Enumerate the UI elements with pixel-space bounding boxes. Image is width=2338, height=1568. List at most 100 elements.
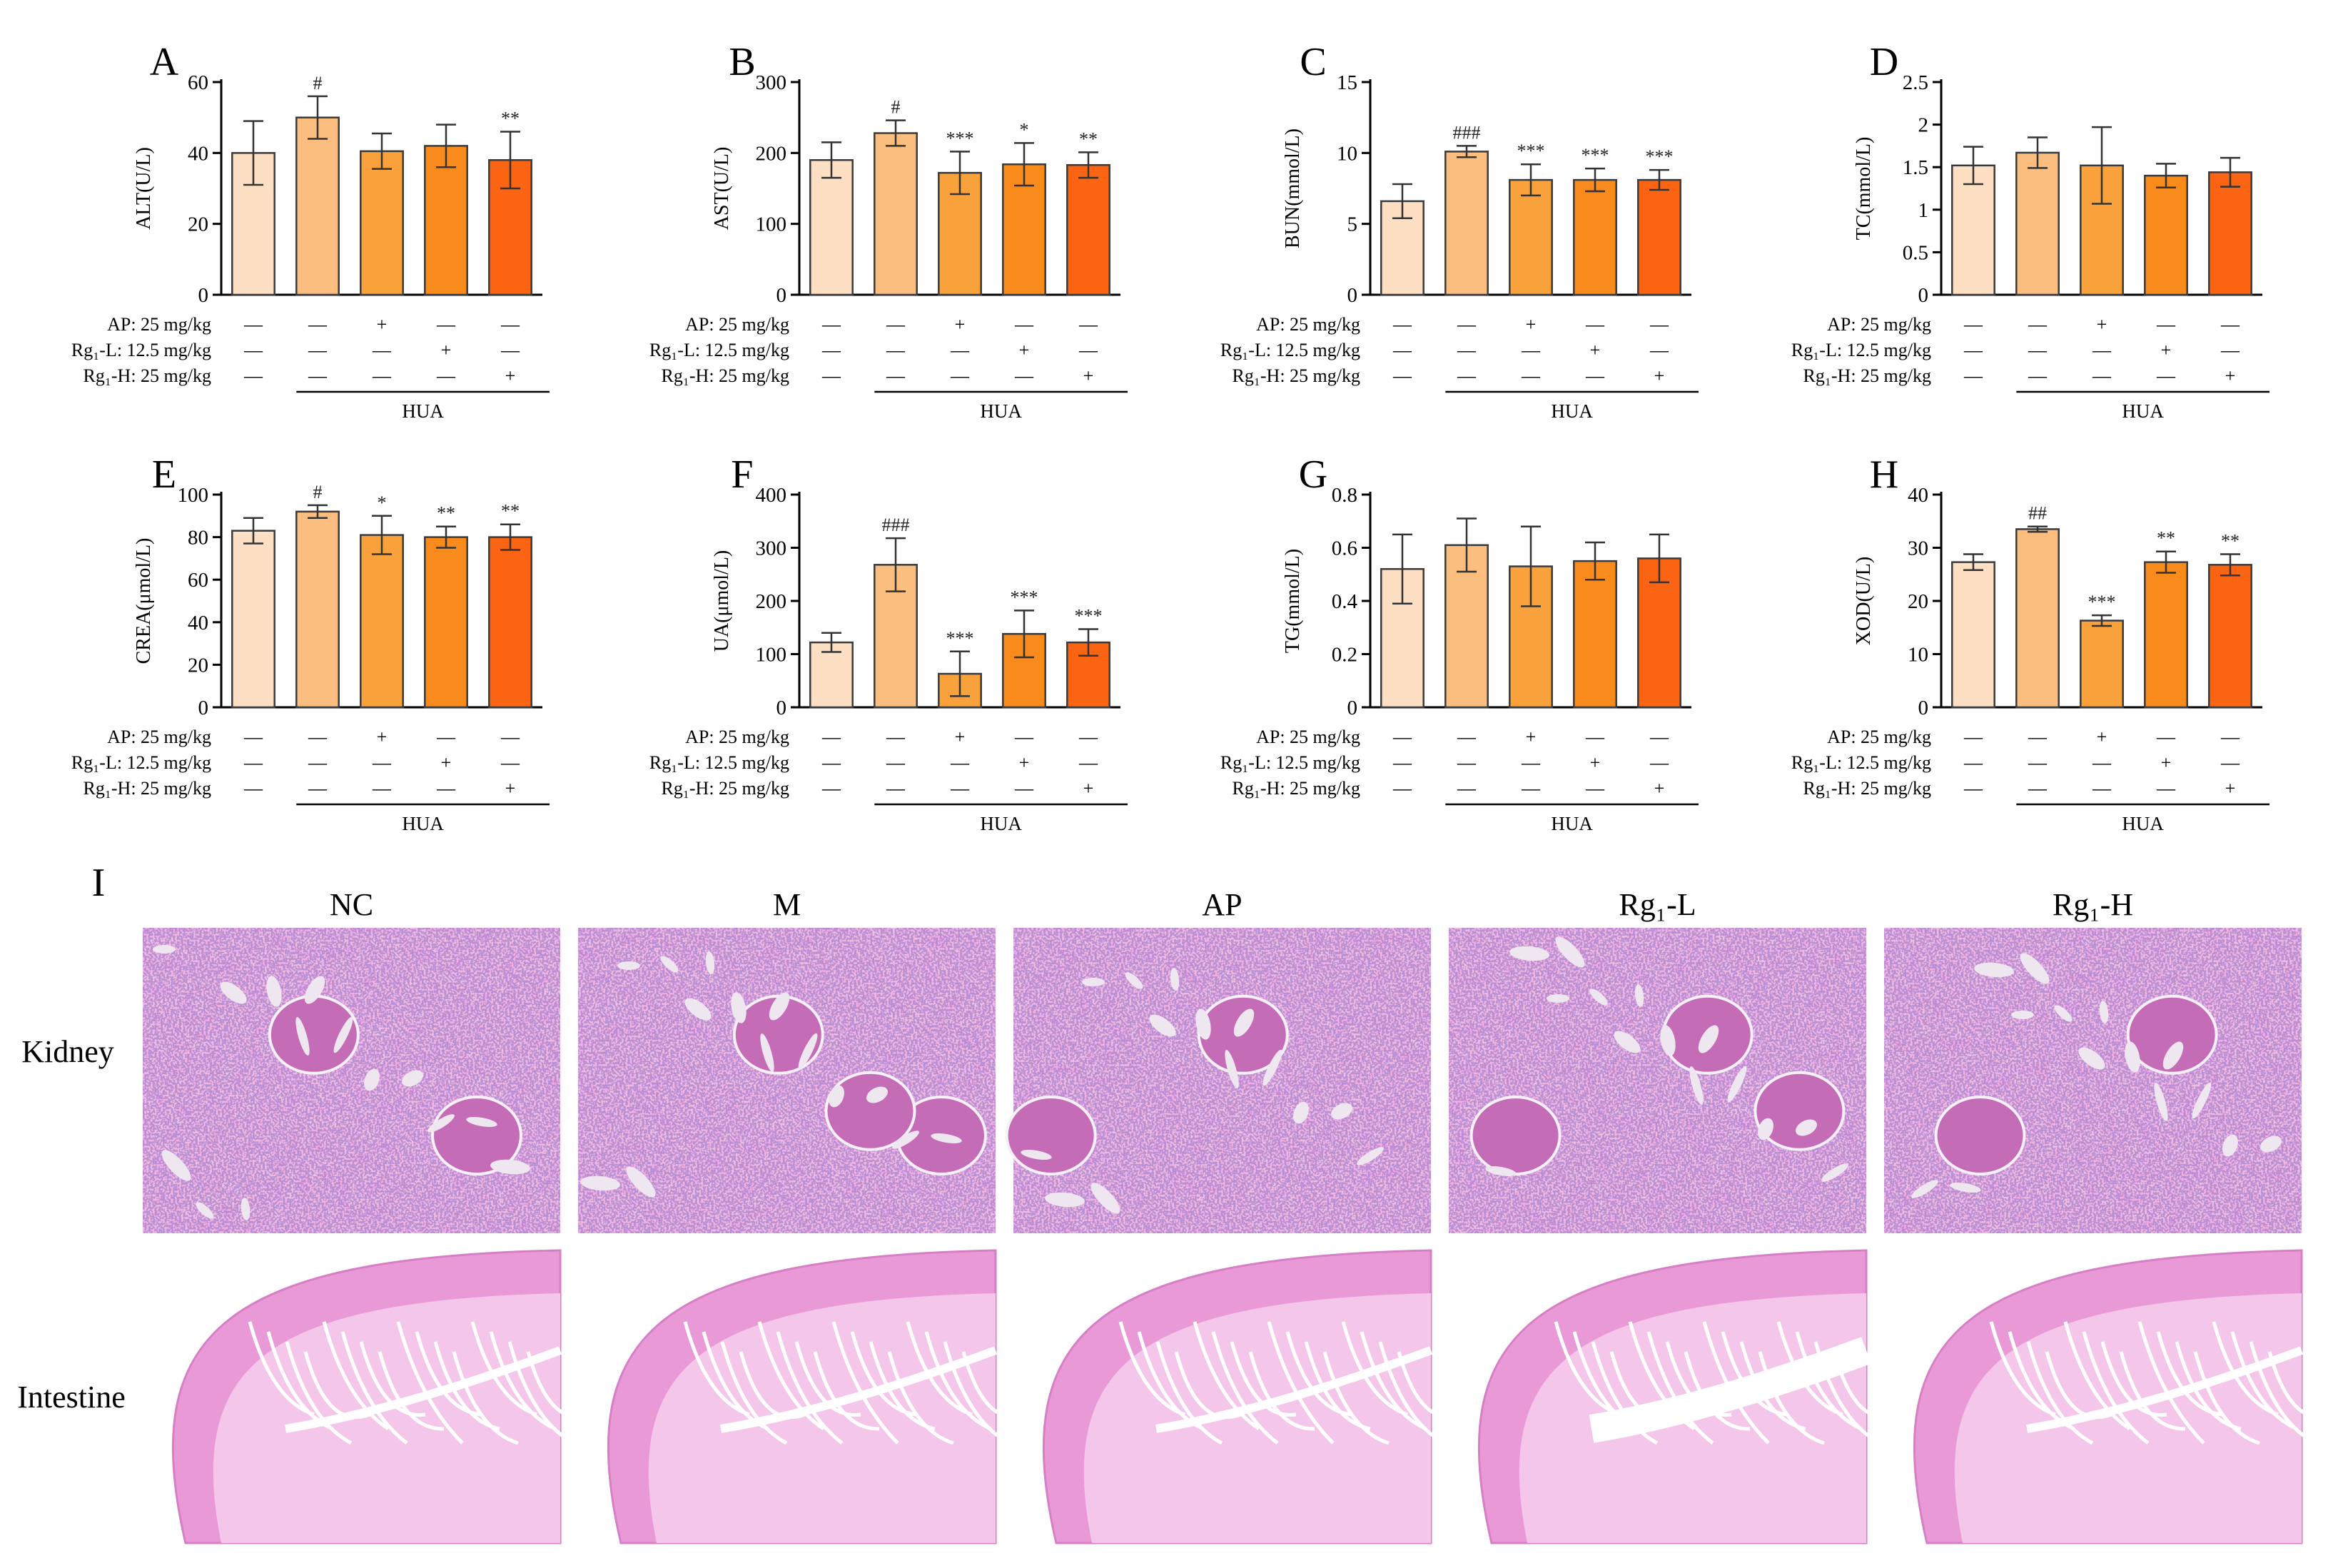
tubule-lumen xyxy=(1331,1103,1352,1120)
significance-mark: *** xyxy=(1011,587,1038,607)
tubule-lumen xyxy=(333,1016,353,1053)
treatment-sign: + xyxy=(2161,340,2172,360)
bar xyxy=(874,132,918,296)
treatment-row-label: Rg₁-H: 25 mg/kg xyxy=(1232,365,1360,386)
bar xyxy=(424,145,468,296)
treatment-sign: — xyxy=(2092,778,2112,799)
treatment-sign: — xyxy=(1392,727,1412,747)
y-tick-label: 80 xyxy=(188,527,208,550)
treatment-sign: — xyxy=(1649,340,1669,360)
kidney-section-1 xyxy=(578,928,996,1233)
significance-mark: ** xyxy=(2157,528,2175,549)
treatment-sign: + xyxy=(377,727,388,747)
treatment-sign: — xyxy=(1649,727,1669,747)
y-tick-label: 2 xyxy=(1918,114,1929,137)
y-tick-label: 300 xyxy=(756,537,787,560)
bar xyxy=(1509,178,1553,296)
treatment-sign: — xyxy=(2028,727,2048,747)
tubule-lumen xyxy=(266,976,282,1007)
tubule-lumen xyxy=(1293,1101,1309,1124)
villus-streak xyxy=(906,1321,973,1417)
treatment-row-label: AP: 25 mg/kg xyxy=(107,314,211,335)
group-label: HUA xyxy=(980,400,1022,422)
treatment-row-label: AP: 25 mg/kg xyxy=(107,727,211,747)
villus-streak xyxy=(378,1351,445,1431)
tubule-lumen xyxy=(705,951,715,974)
tubule-lumen xyxy=(2162,1041,2184,1070)
treatment-row-label: AP: 25 mg/kg xyxy=(1256,314,1360,335)
villus-streak xyxy=(507,1341,575,1445)
treatment-sign: + xyxy=(1019,752,1030,773)
bar xyxy=(1951,164,1995,296)
intestine-mucosa xyxy=(1083,1293,1431,1543)
tubule-lumen xyxy=(866,1086,888,1103)
villus-streak xyxy=(2063,1321,2131,1431)
kidney-section-0 xyxy=(143,928,560,1233)
significance-mark: *** xyxy=(1517,141,1545,161)
significance-mark: *** xyxy=(1646,146,1674,167)
villus-streak xyxy=(813,1351,880,1431)
treatment-sign: — xyxy=(1963,752,1983,773)
glomerulus xyxy=(1754,1071,1846,1151)
villus-streak xyxy=(340,1331,408,1445)
tubule-lumen xyxy=(2099,1001,2109,1023)
treatment-sign: — xyxy=(1078,727,1098,747)
treatment-sign: — xyxy=(950,752,970,773)
villus-streak xyxy=(2119,1351,2186,1431)
intestine-lumen xyxy=(285,1346,562,1433)
panel-letter: A xyxy=(150,40,179,84)
treatment-sign: + xyxy=(2097,314,2107,335)
tubule-lumen xyxy=(241,1198,250,1220)
treatment-row-label: AP: 25 mg/kg xyxy=(1827,727,1931,747)
treatment-sign: — xyxy=(1078,340,1098,360)
treatment-sign: + xyxy=(1654,778,1665,799)
treatment-sign: — xyxy=(2220,727,2240,747)
group-label: HUA xyxy=(2122,813,2164,834)
treatment-sign: — xyxy=(308,727,328,747)
kidney-nuclei-texture xyxy=(1013,928,1431,1233)
tubule-lumen xyxy=(760,1033,774,1072)
panel-letter: E xyxy=(152,452,176,497)
glomerulus xyxy=(1005,1096,1097,1176)
tubule-lumen xyxy=(1689,1066,1704,1105)
significance-mark: *** xyxy=(946,628,974,649)
treatment-sign: — xyxy=(1014,314,1034,335)
treatment-sign: — xyxy=(1963,778,1983,799)
treatment-row-label: Rg₁-L: 12.5 mg/kg xyxy=(649,752,789,773)
intestine-mucosa xyxy=(1954,1293,2302,1543)
y-tick-label: 0 xyxy=(198,284,209,307)
tubule-lumen xyxy=(1614,1031,1641,1053)
panel-letter: G xyxy=(1299,452,1327,497)
villus-streak xyxy=(2212,1321,2279,1417)
villus-streak xyxy=(2249,1341,2317,1445)
chart-c: C 0 5 10 15 BUN(mmol/L) ### *** *** *** AP: 25 mg/… xyxy=(1220,40,1699,422)
bar xyxy=(360,150,404,296)
bar xyxy=(2080,619,2124,709)
treatment-sign: — xyxy=(2028,778,2048,799)
tubule-lumen xyxy=(660,956,679,973)
bar xyxy=(809,641,854,709)
tubule-lumen xyxy=(1045,1192,1085,1208)
treatment-sign: + xyxy=(505,778,516,799)
y-tick-label: 1.5 xyxy=(1903,156,1928,179)
villus-streak xyxy=(2026,1341,2094,1445)
villus-streak xyxy=(285,1341,353,1445)
tubule-lumen xyxy=(2020,953,2050,984)
y-tick-label: 0.8 xyxy=(1332,484,1357,507)
histology-group-label: M xyxy=(773,887,801,922)
significance-mark: *** xyxy=(1582,145,1609,166)
treatment-sign: — xyxy=(1649,314,1669,335)
y-tick-label: 0 xyxy=(1347,284,1358,307)
villus-streak xyxy=(359,1341,426,1417)
y-axis-label: TC(mmol/L) xyxy=(1853,137,1875,241)
group-label: HUA xyxy=(2122,400,2164,422)
tubule-lumen xyxy=(466,1116,497,1128)
tubule-lumen xyxy=(1796,1119,1817,1136)
y-tick-label: 20 xyxy=(1908,590,1928,613)
treatment-sign: — xyxy=(1521,752,1541,773)
treatment-sign: — xyxy=(1963,314,1983,335)
tubule-lumen xyxy=(196,1202,214,1219)
tubule-lumen xyxy=(1170,968,1180,991)
treatment-sign: — xyxy=(436,727,456,747)
treatment-sign: + xyxy=(505,365,516,386)
